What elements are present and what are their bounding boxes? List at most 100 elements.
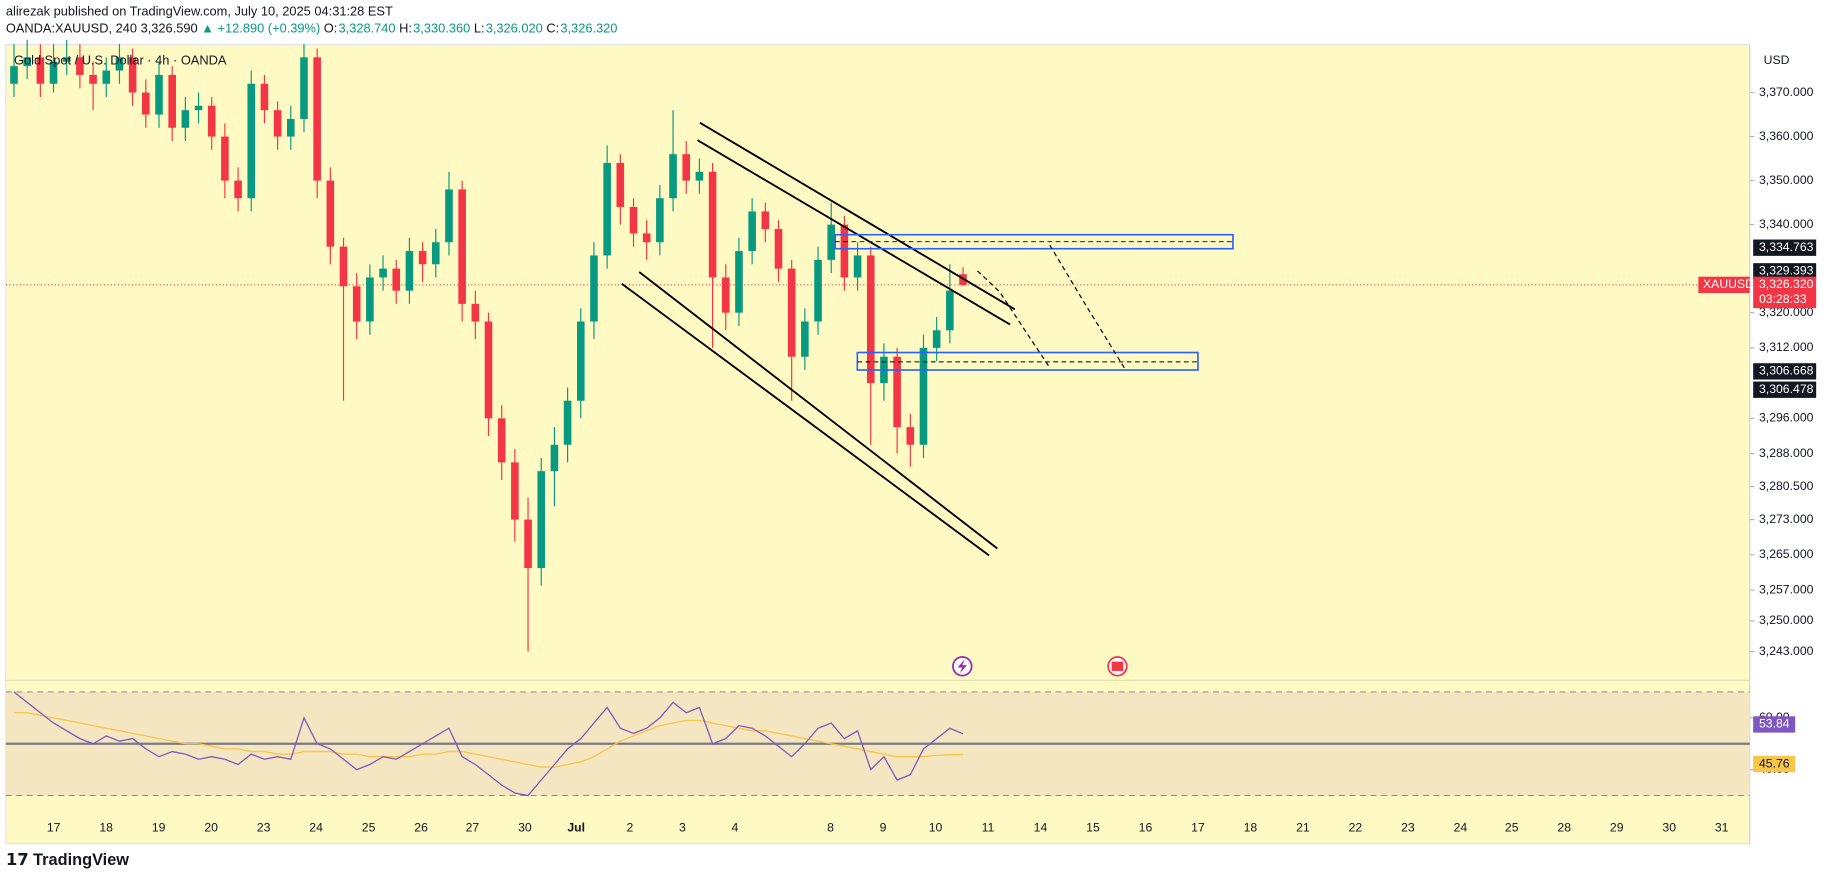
candle-body <box>827 224 836 260</box>
candle-body <box>352 286 361 322</box>
candle-body <box>761 211 770 230</box>
brand-mark: 𝟭𝟳 <box>6 851 29 869</box>
candle-body <box>49 61 58 84</box>
x-tick-label: 21 <box>1296 821 1310 835</box>
candle-body <box>511 462 519 520</box>
y-tick-label: 3,273.000 <box>1759 512 1814 526</box>
x-tick-label: 17 <box>47 821 61 835</box>
candle-body <box>695 171 704 181</box>
price-badge-label: 3,306.478 <box>1759 382 1814 396</box>
candle-body <box>471 303 480 322</box>
price-badge-label: 3,334.763 <box>1759 240 1814 254</box>
y-tick-label: 3,243.000 <box>1759 644 1814 658</box>
candle-body <box>142 92 150 115</box>
rsi: 60.0040.00 <box>5 691 1790 797</box>
candle-body <box>207 105 216 137</box>
ohlc-value: 3,326.020 <box>486 21 543 36</box>
price-badge-label: 3,329.393 <box>1759 264 1814 278</box>
grid: 3,370.000 3,360.000 3,350.000 3,340.000 3,32… <box>5 85 1814 658</box>
x-tick-label: 18 <box>99 821 113 835</box>
drawings <box>621 121 1234 557</box>
candle-body <box>273 110 282 137</box>
candle-body <box>326 180 335 247</box>
candle-body <box>168 74 176 128</box>
x-tick-label: 11 <box>982 821 995 835</box>
zone-box <box>856 351 1199 371</box>
x-tick-label: 30 <box>1662 821 1676 835</box>
ohlc: O:3,328.740 H:3,330.360 L:3,326.020 C:3,… <box>324 21 618 36</box>
candle-body <box>576 321 585 401</box>
candle-body <box>563 400 572 445</box>
rsi-line <box>13 712 964 768</box>
candle-body <box>682 154 691 181</box>
overlay: 3,334.763 3,329.393 3,306.668 3,306.478 XAUU… <box>1698 239 1817 773</box>
candle-body <box>774 229 783 269</box>
projection <box>1049 244 1127 371</box>
x-tick-label: 22 <box>1349 821 1363 835</box>
y-tick-label: 3,312.000 <box>1759 340 1814 354</box>
x-tick-label: 14 <box>1034 821 1048 835</box>
candles <box>10 39 967 652</box>
candle-body <box>313 57 321 181</box>
last-price-label: 3,326.320 <box>1759 277 1814 291</box>
y-tick-label: 3,257.000 <box>1759 582 1814 596</box>
candle-body <box>76 57 84 75</box>
legend: Gold Spot / U.S. Dollar · 4h · OANDA <box>14 52 227 67</box>
x-tick-label: 9 <box>880 821 887 835</box>
countdown: 03:28:33 <box>1759 292 1807 306</box>
x-tick-label: 19 <box>152 821 166 835</box>
candle-body <box>484 321 493 419</box>
ohlc-key: L: <box>474 21 485 36</box>
x-tick-label: 23 <box>1401 821 1415 835</box>
price-badge <box>1753 381 1817 398</box>
candle-body <box>260 83 269 111</box>
candle-body <box>656 198 664 243</box>
currency-box <box>1755 49 1817 73</box>
candle-body <box>102 70 111 84</box>
x-tick-label: 27 <box>466 821 480 835</box>
brand: 𝟭𝟳 TradingView <box>6 851 129 869</box>
ohlc-key: O: <box>324 21 338 36</box>
candle-body <box>339 246 348 287</box>
candle-body <box>708 171 717 278</box>
candle-body <box>919 347 928 445</box>
candle-body <box>932 330 941 348</box>
channel-line <box>638 271 998 550</box>
change: ▲ +12.890 (+0.39%) <box>201 21 320 36</box>
symbol-name: OANDA:XAUUSD, 240 <box>6 21 137 36</box>
rsi-badge <box>1753 755 1796 773</box>
candle-body <box>155 74 163 115</box>
channel-line <box>697 139 1011 326</box>
symbol: OANDA:XAUUSD, 240 3,326.590 ▲ +12.890 (+… <box>6 21 618 36</box>
x-tick-label: 25 <box>1505 821 1519 835</box>
candle-body <box>458 189 466 304</box>
candle-body <box>36 57 45 84</box>
event-icon-bolt <box>957 659 967 674</box>
candle-body <box>814 259 822 322</box>
candle-body <box>748 211 756 252</box>
candle-body <box>221 136 229 181</box>
y-tick-label: 3,370.000 <box>1759 85 1814 99</box>
y-tick-label: 3,340.000 <box>1759 217 1814 231</box>
candle-body <box>234 180 242 199</box>
x-tick-label: 2 <box>626 821 633 835</box>
price-pane <box>5 44 1750 681</box>
price-badge-label: 3,306.668 <box>1759 364 1814 378</box>
last-price-badge <box>1753 276 1817 309</box>
rsi-badge-label: 53.84 <box>1759 717 1790 731</box>
x-tick-label: 10 <box>929 821 943 835</box>
channel-line <box>699 121 1016 311</box>
x-tick-label: 18 <box>1244 821 1258 835</box>
candle-body <box>853 255 862 278</box>
y-tick-label: 3,296.000 <box>1759 411 1814 425</box>
candle-body <box>418 251 427 265</box>
symbol-tag: XAUUSD <box>1703 277 1754 291</box>
x-tick-label: 23 <box>257 821 271 835</box>
candle-body <box>893 356 901 428</box>
x-tick-label: 25 <box>362 821 376 835</box>
x-tick-label: 16 <box>1139 821 1153 835</box>
x-tick-label: 17 <box>1191 821 1205 835</box>
y-tick-label: 3,288.000 <box>1759 446 1814 460</box>
brand-name: TradingView <box>33 851 129 869</box>
